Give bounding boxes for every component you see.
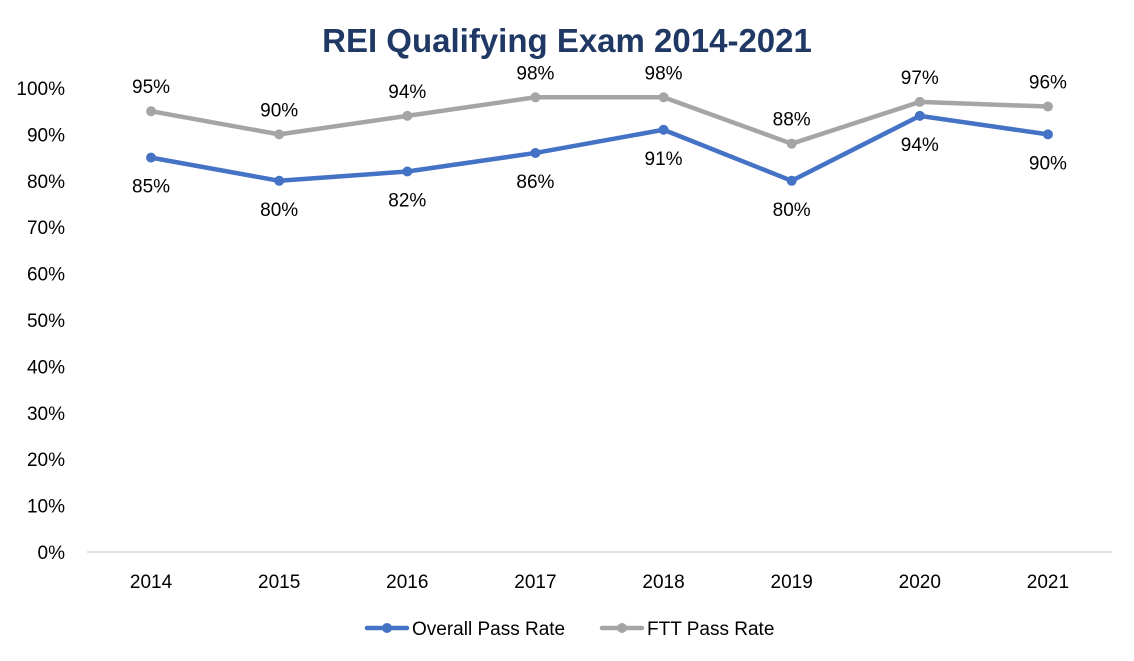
chart-title: REI Qualifying Exam 2014-2021	[322, 22, 812, 59]
y-tick-label: 0%	[38, 543, 66, 564]
data-point	[786, 175, 797, 186]
series-group	[146, 92, 1053, 186]
data-label: 90%	[1029, 153, 1067, 174]
x-tick-label: 2018	[642, 572, 684, 593]
x-tick-label: 2017	[514, 572, 556, 593]
series-line	[148, 113, 1051, 184]
y-tick-label: 70%	[27, 218, 65, 239]
legend-item: Overall Pass Rate	[364, 619, 565, 640]
legend-label: Overall Pass Rate	[412, 619, 565, 640]
data-label: 98%	[645, 63, 683, 84]
y-tick-label: 40%	[27, 357, 65, 378]
y-tick-label: 30%	[27, 404, 65, 425]
x-tick-label: 2020	[899, 572, 941, 593]
data-point	[530, 147, 541, 158]
data-point	[146, 152, 157, 163]
data-label: 98%	[516, 63, 554, 84]
data-label: 80%	[260, 200, 298, 221]
x-tick-label: 2016	[386, 572, 428, 593]
y-tick-label: 60%	[27, 265, 65, 286]
data-label: 80%	[773, 200, 811, 221]
data-point	[658, 92, 669, 103]
data-point	[1042, 129, 1053, 140]
data-label: 86%	[516, 172, 554, 193]
data-label: 96%	[1029, 73, 1067, 94]
y-tick-label: 80%	[27, 172, 65, 193]
data-point	[786, 138, 797, 149]
data-point	[914, 110, 925, 121]
y-tick-label: 90%	[27, 125, 65, 146]
data-point	[274, 129, 285, 140]
y-tick-label: 20%	[27, 450, 65, 471]
x-axis-ticks: 2014 2015 2016 2017 2018 2019 2020 2021	[130, 572, 1069, 593]
data-label: 90%	[260, 100, 298, 121]
data-point	[530, 92, 541, 103]
data-point	[658, 124, 669, 135]
x-tick-label: 2021	[1027, 572, 1069, 593]
x-tick-label: 2019	[771, 572, 813, 593]
y-tick-label: 10%	[27, 497, 65, 518]
data-label: 85%	[132, 177, 170, 198]
legend-swatch-marker	[382, 623, 392, 633]
y-tick-label: 50%	[27, 311, 65, 332]
data-label: 82%	[388, 191, 426, 212]
x-tick-label: 2014	[130, 572, 173, 593]
data-point	[402, 166, 413, 177]
series-overall-pass-rate	[146, 110, 1053, 186]
y-tick-label: 100%	[16, 79, 65, 100]
legend: Overall Pass Rate FTT Pass Rate	[364, 619, 774, 640]
y-axis-ticks: 0% 10% 20% 30% 40% 50% 60% 70% 80% 90% 100%	[16, 79, 65, 564]
data-label: 91%	[645, 149, 683, 170]
legend-swatch-marker	[617, 623, 627, 633]
legend-label: FTT Pass Rate	[647, 619, 774, 640]
data-label: 94%	[388, 82, 426, 103]
x-tick-label: 2015	[258, 572, 300, 593]
data-point	[146, 106, 157, 117]
data-label: 97%	[901, 68, 939, 89]
data-point	[1042, 101, 1053, 112]
data-label: 94%	[901, 135, 939, 156]
series-ftt-pass-rate	[146, 92, 1053, 149]
data-point	[914, 96, 925, 107]
data-labels-group: 85% 80% 82% 86% 91% 80% 94% 90% 95% 90% 94% 98% 98% 8…	[132, 63, 1067, 221]
data-label: 95%	[132, 77, 170, 98]
data-point	[402, 110, 413, 121]
data-point	[274, 175, 285, 186]
legend-item: FTT Pass Rate	[599, 619, 774, 640]
series-line	[148, 95, 1051, 146]
data-label: 88%	[773, 110, 811, 131]
